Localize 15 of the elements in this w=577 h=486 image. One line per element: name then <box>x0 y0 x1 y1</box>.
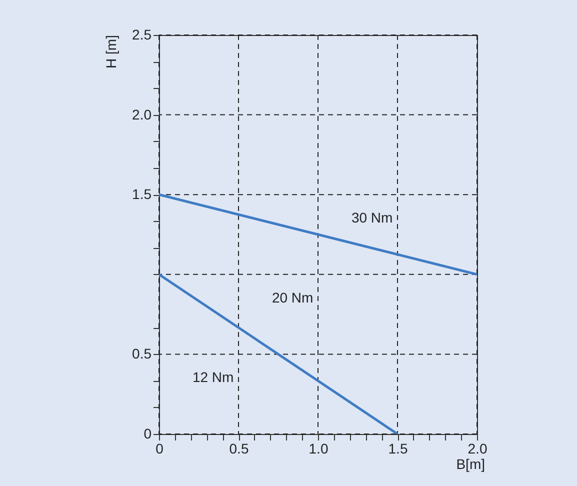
annotation: 30 Nm <box>351 210 393 226</box>
x-tick-label: 1.0 <box>308 440 328 456</box>
y-tick-label: 2.0 <box>132 106 152 122</box>
annotation: 20 Nm <box>272 289 314 306</box>
y-tick-label: 2.5 <box>132 26 152 42</box>
annotation: 12 Nm <box>192 369 234 386</box>
x-tick-label: 0.5 <box>229 440 249 456</box>
y-tick-label: 1.5 <box>132 186 152 202</box>
x-tick-label: 0 <box>156 440 164 456</box>
x-axis-title: B[m] <box>456 456 485 472</box>
y-tick-label: 0 <box>144 426 152 442</box>
x-tick-label: 1.5 <box>388 440 408 456</box>
x-tick-label: 2.0 <box>468 440 488 456</box>
y-axis-title: H [m] <box>103 35 119 68</box>
y-tick-label: 0.5 <box>132 346 152 362</box>
